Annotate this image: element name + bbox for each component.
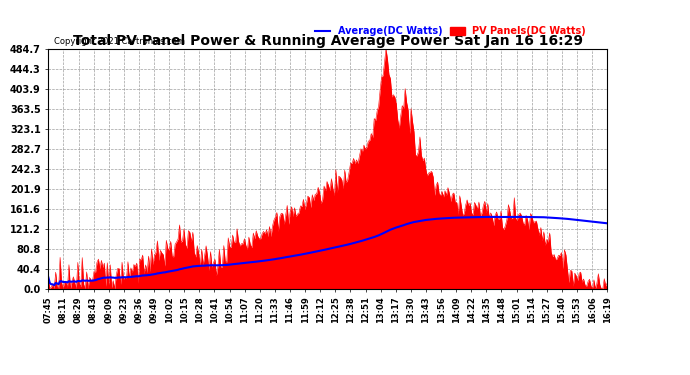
Legend: Average(DC Watts), PV Panels(DC Watts): Average(DC Watts), PV Panels(DC Watts) (311, 22, 590, 40)
Text: Copyright 2021 Cartronics.com: Copyright 2021 Cartronics.com (54, 38, 185, 46)
Title: Total PV Panel Power & Running Average Power Sat Jan 16 16:29: Total PV Panel Power & Running Average P… (72, 34, 583, 48)
